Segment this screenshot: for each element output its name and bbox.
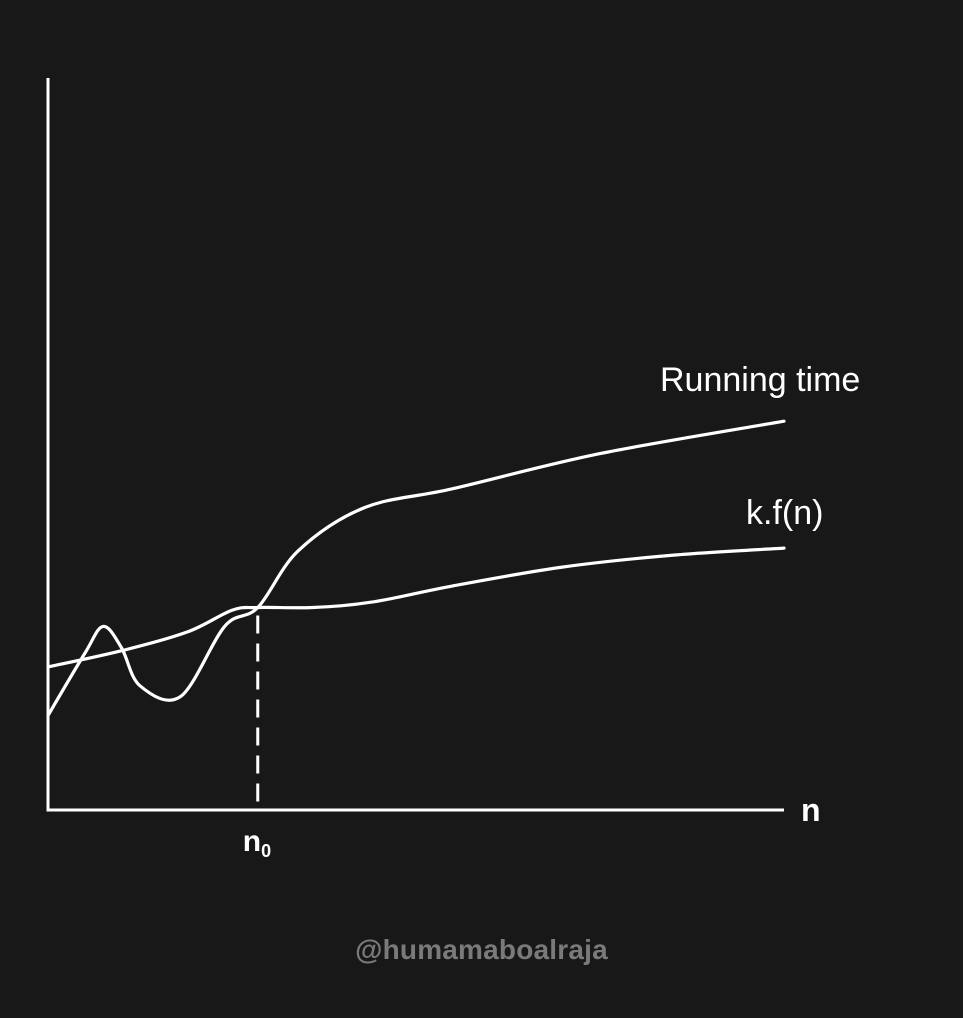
- n0-tick-label: n0: [243, 825, 271, 861]
- x-axis-label: n: [801, 792, 821, 828]
- series-line-running-time: [46, 419, 786, 718]
- watermark: @humamaboalraja: [355, 934, 608, 965]
- n0-base: n: [243, 825, 261, 858]
- series-layer: Running time k.f(n): [46, 361, 860, 718]
- n0-subscript: 0: [261, 841, 271, 861]
- series-label-running-time: Running time: [660, 361, 860, 399]
- series-line-k-f-n: [46, 546, 786, 669]
- series-label-k-f-n: k.f(n): [746, 494, 823, 532]
